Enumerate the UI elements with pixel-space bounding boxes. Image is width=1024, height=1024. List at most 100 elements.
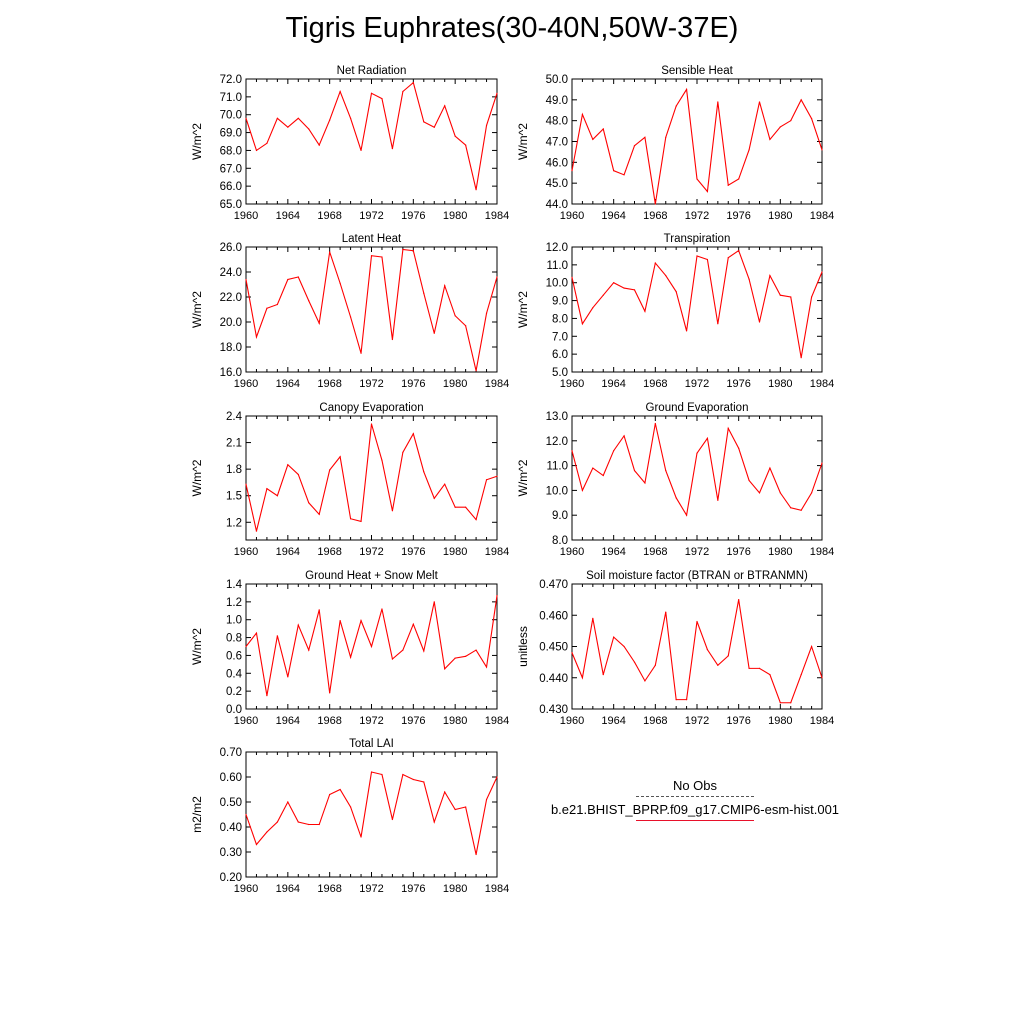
- y-axis-label: m2/m2: [190, 796, 204, 833]
- data-point: [485, 666, 488, 668]
- data-point: [485, 312, 488, 314]
- data-point: [360, 149, 362, 152]
- data-point: [329, 793, 331, 796]
- y-tick-label: 70.0: [220, 110, 242, 122]
- x-tick-label: 1976: [401, 378, 425, 390]
- data-point: [276, 303, 278, 306]
- data-point: [381, 773, 383, 776]
- y-tick-label: 0.60: [220, 772, 242, 784]
- data-point: [602, 474, 604, 477]
- data-point: [485, 479, 488, 481]
- y-tick-label: 0.2: [226, 686, 242, 698]
- data-point: [318, 823, 320, 826]
- y-tick-label: 9.0: [552, 296, 568, 308]
- data-point: [779, 492, 781, 494]
- data-point: [276, 635, 278, 637]
- data-point: [339, 456, 341, 458]
- data-point: [696, 255, 698, 257]
- y-tick-label: 0.30: [220, 847, 242, 859]
- data-point: [475, 519, 477, 521]
- data-point: [391, 148, 394, 150]
- y-tick-label: 2.1: [226, 438, 242, 450]
- data-point: [381, 98, 383, 100]
- data-point: [391, 338, 394, 341]
- data-point: [402, 773, 404, 776]
- panel-1: Net Radiation W/m^2 65.0 66.0 67.0 68.0 69.0 70…: [190, 65, 509, 222]
- data-point: [255, 149, 258, 152]
- y-tick-label: 0.0: [226, 704, 242, 716]
- data-point: [696, 620, 698, 623]
- y-tick-label: 0.430: [539, 704, 568, 716]
- y-tick-label: 20.0: [220, 317, 242, 329]
- x-tick-label: 1968: [317, 715, 341, 727]
- data-point: [581, 489, 584, 491]
- data-point: [266, 307, 268, 309]
- panel-7: Ground Heat + Snow Melt W/m^2 0.0 0.2 0.4 0.6…: [190, 570, 509, 727]
- data-point: [675, 497, 677, 499]
- data-point: [623, 174, 625, 176]
- data-point: [245, 278, 247, 281]
- data-point: [633, 145, 636, 147]
- data-point: [433, 601, 435, 603]
- data-point: [592, 138, 594, 141]
- y-tick-label: 11.0: [546, 461, 568, 473]
- x-tick-label: 1984: [485, 883, 509, 895]
- x-tick-label: 1960: [560, 378, 584, 390]
- data-point: [370, 645, 373, 648]
- data-point: [433, 497, 435, 499]
- panel-4: Transpiration W/m^2 5.0 6.0 7.0 8.0 9.0 10.0 11.…: [516, 233, 834, 390]
- data-point: [717, 664, 719, 666]
- data-point: [571, 652, 573, 654]
- y-tick-label: 10.0: [546, 278, 568, 290]
- data-point: [465, 144, 467, 146]
- data-point: [706, 649, 709, 651]
- y-axis-label: W/m^2: [190, 459, 204, 496]
- y-tick-label: 68.0: [220, 145, 242, 157]
- x-tick-label: 1984: [810, 378, 834, 390]
- data-point: [318, 144, 320, 146]
- data-point: [360, 836, 362, 838]
- x-tick-label: 1984: [810, 210, 834, 222]
- y-tick-label: 1.2: [226, 517, 242, 529]
- data-point: [592, 467, 594, 469]
- data-point: [496, 475, 498, 477]
- data-point: [769, 467, 771, 469]
- data-point: [779, 126, 781, 128]
- data-point: [790, 296, 792, 298]
- data-point: [297, 821, 299, 823]
- data-point: [790, 507, 792, 509]
- data-point: [623, 645, 625, 648]
- x-tick-label: 1984: [810, 715, 834, 727]
- data-point: [613, 170, 615, 172]
- data-point: [339, 788, 341, 791]
- data-point: [402, 649, 404, 651]
- data-point: [758, 101, 761, 103]
- y-tick-label: 69.0: [220, 128, 242, 140]
- x-tick-label: 1980: [768, 715, 792, 727]
- x-tick-label: 1984: [485, 210, 509, 222]
- data-point: [779, 702, 781, 704]
- data-point: [654, 203, 656, 205]
- data-point: [276, 821, 278, 823]
- data-point: [391, 818, 394, 821]
- x-tick-label: 1960: [560, 210, 584, 222]
- data-point: [810, 645, 813, 648]
- data-point: [360, 620, 362, 622]
- data-point: [329, 692, 331, 694]
- x-tick-label: 1972: [685, 715, 709, 727]
- data-point: [790, 702, 792, 704]
- y-tick-label: 0.460: [539, 610, 568, 622]
- x-tick-label: 1976: [726, 715, 750, 727]
- y-tick-label: 0.20: [220, 872, 242, 884]
- data-point: [276, 495, 278, 497]
- data-point: [370, 255, 373, 257]
- data-point: [454, 135, 456, 137]
- legend-model-line: [636, 820, 754, 821]
- data-point: [738, 178, 740, 180]
- y-tick-label: 0.4: [226, 668, 243, 680]
- y-tick-label: 72.0: [220, 74, 242, 86]
- data-point: [255, 632, 258, 634]
- x-tick-label: 1976: [726, 546, 750, 558]
- y-axis-label: W/m^2: [516, 291, 530, 328]
- panel-9: Total LAI m2/m2 0.20 0.30 0.40 0.50 0.60 0.70 19…: [190, 738, 509, 895]
